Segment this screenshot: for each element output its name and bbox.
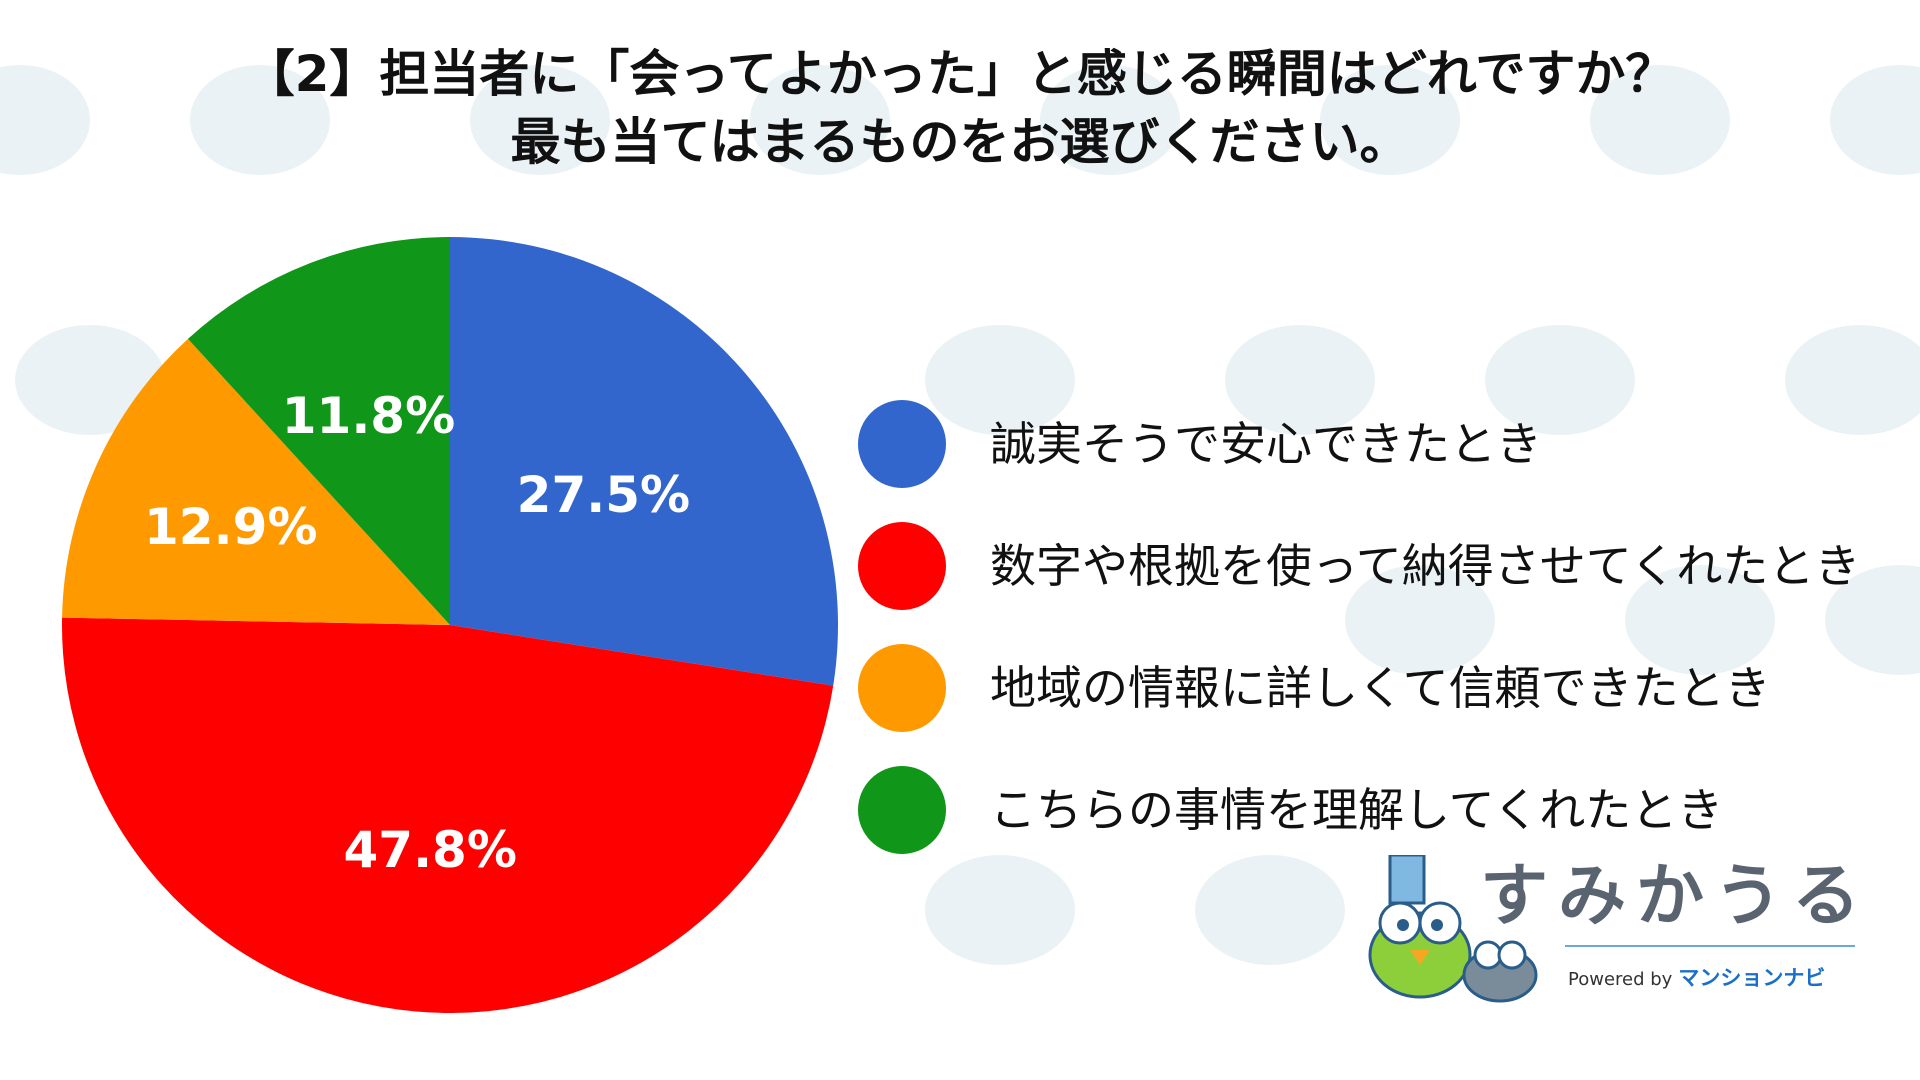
brand-powered-by: Powered by マンションナビ	[1568, 962, 1825, 992]
title-line-2: 最も当てはまるものをお選びください。	[510, 113, 1410, 171]
title-line-1: 【2】担当者に「会ってよかった」と感じる瞬間はどれですか？	[244, 45, 1676, 103]
partner-name: マンションナビ	[1678, 966, 1826, 990]
legend-swatch	[858, 644, 946, 732]
pie-chart: 27.5% 47.8% 12.9% 11.8%	[62, 237, 838, 1013]
legend: 誠実そうで安心できたとき 数字や根拠を使って納得させてくれたとき 地域の情報に詳…	[858, 400, 1918, 888]
legend-item: 数字や根拠を使って納得させてくれたとき	[858, 522, 1918, 644]
legend-item: 誠実そうで安心できたとき	[858, 400, 1918, 522]
legend-swatch	[858, 766, 946, 854]
mascot-icon	[1368, 855, 1538, 1003]
legend-swatch	[858, 522, 946, 610]
legend-label: 誠実そうで安心できたとき	[990, 417, 1542, 471]
pie-slice-label: 27.5%	[517, 466, 690, 524]
powered-by-text: Powered by	[1568, 969, 1673, 990]
legend-swatch	[858, 400, 946, 488]
legend-label: 地域の情報に詳しくて信頼できたとき	[990, 661, 1771, 715]
brand-logo: すみかうる Powered by マンションナビ	[1360, 855, 1880, 1005]
brand-divider	[1565, 945, 1855, 947]
pie-slice-label: 47.8%	[343, 821, 516, 879]
brand-name: すみかうる	[1480, 857, 1871, 936]
pie-slice-label: 11.8%	[282, 387, 455, 445]
pie-slice	[187, 237, 450, 625]
legend-label: 数字や根拠を使って納得させてくれたとき	[990, 539, 1861, 593]
pie-slice	[62, 338, 450, 625]
pie-slice	[62, 617, 834, 1013]
legend-item: こちらの事情を理解してくれたとき	[858, 766, 1918, 888]
legend-label: こちらの事情を理解してくれたとき	[990, 783, 1724, 837]
legend-item: 地域の情報に詳しくて信頼できたとき	[858, 644, 1918, 766]
chart-title: 【2】担当者に「会ってよかった」と感じる瞬間はどれですか？ 最も当てはまるものを…	[0, 40, 1920, 176]
pie-slice	[450, 237, 838, 686]
pie-slice-label: 12.9%	[144, 498, 317, 556]
